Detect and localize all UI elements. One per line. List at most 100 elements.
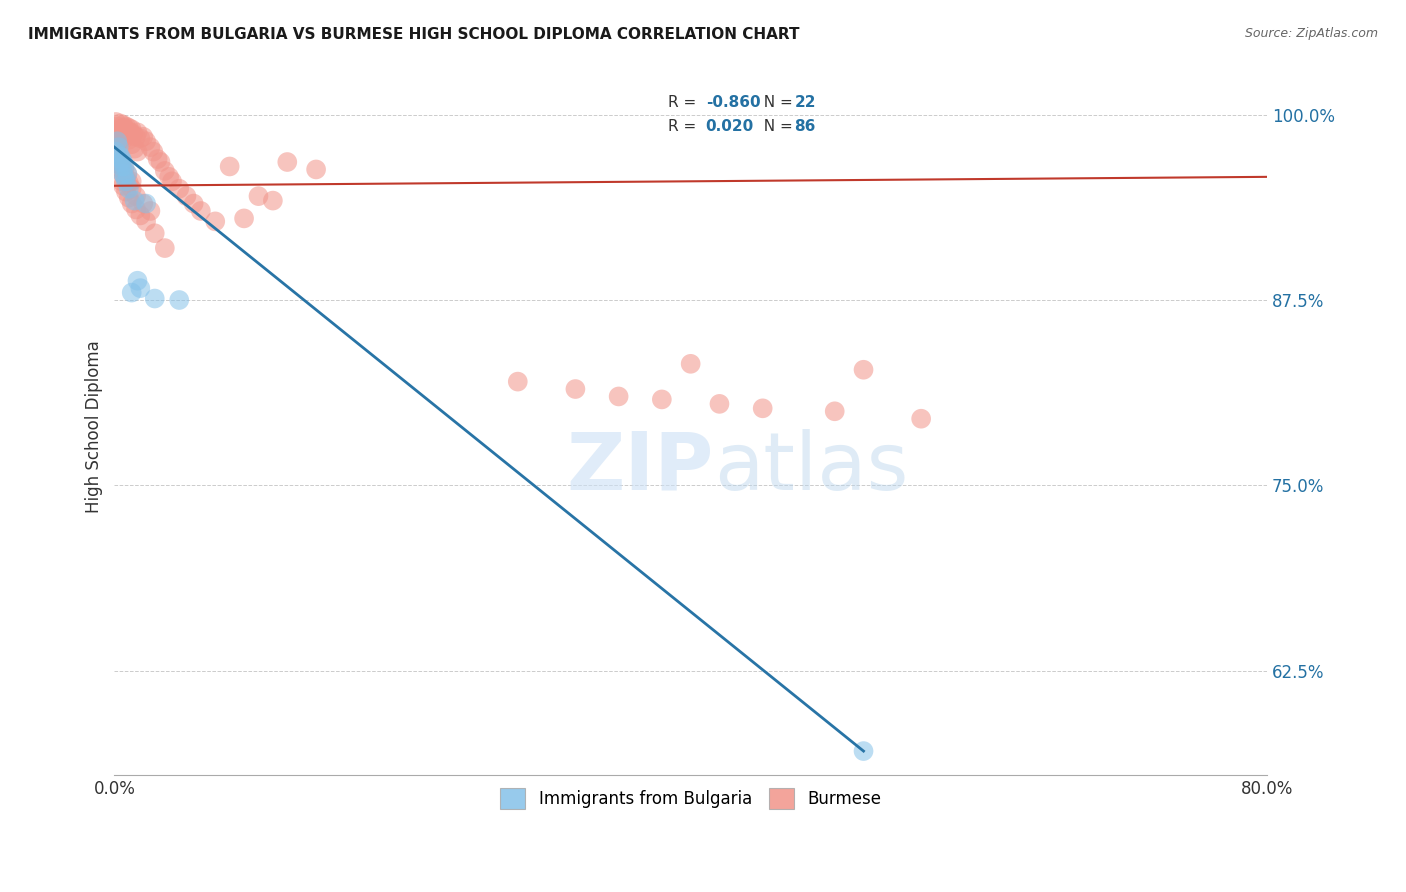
Point	[121, 137, 143, 152]
Point	[107, 155, 129, 169]
Point	[110, 162, 132, 177]
Point	[104, 145, 127, 159]
Point	[149, 155, 172, 169]
Point	[112, 155, 135, 169]
Point	[114, 162, 136, 177]
Point	[824, 404, 846, 418]
Point	[167, 293, 190, 307]
Point	[276, 155, 298, 169]
Point	[129, 131, 152, 145]
Point	[112, 129, 135, 144]
Point	[153, 241, 176, 255]
Point	[121, 285, 143, 300]
Point	[107, 140, 129, 154]
Point	[107, 152, 129, 166]
Point	[910, 411, 932, 425]
Point	[160, 174, 183, 188]
Point	[607, 389, 630, 403]
Point	[114, 120, 136, 135]
Legend: Immigrants from Bulgaria, Burmese: Immigrants from Bulgaria, Burmese	[494, 781, 887, 815]
Text: R =: R =	[668, 120, 700, 135]
Point	[135, 214, 157, 228]
Point	[183, 196, 205, 211]
Point	[110, 160, 132, 174]
Point	[127, 274, 149, 288]
Point	[153, 164, 176, 178]
Point	[143, 226, 166, 240]
Point	[117, 124, 139, 138]
Point	[157, 169, 180, 184]
Point	[108, 158, 131, 172]
Point	[107, 128, 129, 143]
Point	[146, 152, 169, 166]
Point	[204, 214, 226, 228]
Point	[167, 182, 190, 196]
Point	[262, 194, 284, 208]
Point	[124, 142, 146, 156]
Point	[115, 174, 138, 188]
Point	[118, 182, 141, 196]
Text: -0.860: -0.860	[706, 95, 761, 110]
Text: Source: ZipAtlas.com: Source: ZipAtlas.com	[1244, 27, 1378, 40]
Point	[118, 133, 141, 147]
Point	[105, 131, 128, 145]
Point	[104, 115, 127, 129]
Point	[127, 145, 149, 159]
Point	[112, 118, 135, 132]
Point	[125, 129, 148, 144]
Point	[112, 167, 135, 181]
Point	[135, 196, 157, 211]
Point	[139, 140, 162, 154]
Text: atlas: atlas	[714, 429, 908, 507]
Point	[115, 120, 138, 134]
Point	[115, 171, 138, 186]
Point	[114, 160, 136, 174]
Point	[121, 182, 143, 196]
Point	[709, 397, 731, 411]
Point	[132, 196, 155, 211]
Point	[121, 196, 143, 211]
Point	[132, 129, 155, 144]
Point	[118, 120, 141, 135]
Point	[135, 134, 157, 148]
Point	[190, 204, 212, 219]
Point	[117, 167, 139, 181]
Point	[118, 176, 141, 190]
Point	[108, 149, 131, 163]
Point	[218, 160, 240, 174]
Point	[233, 211, 256, 226]
Point	[107, 125, 129, 139]
Point	[124, 194, 146, 208]
Text: R =: R =	[668, 95, 700, 110]
Point	[108, 155, 131, 169]
Point	[129, 209, 152, 223]
Point	[120, 125, 142, 139]
Text: 0.020: 0.020	[706, 120, 754, 135]
Point	[852, 363, 875, 377]
Text: N =: N =	[754, 120, 797, 135]
Point	[108, 116, 131, 130]
Point	[506, 375, 529, 389]
Point	[117, 167, 139, 181]
Point	[139, 204, 162, 219]
Point	[121, 122, 143, 136]
Point	[112, 167, 135, 181]
Text: IMMIGRANTS FROM BULGARIA VS BURMESE HIGH SCHOOL DIPLOMA CORRELATION CHART: IMMIGRANTS FROM BULGARIA VS BURMESE HIGH…	[28, 27, 800, 42]
Point	[114, 131, 136, 145]
Point	[125, 189, 148, 203]
Point	[115, 185, 138, 199]
Point	[110, 152, 132, 166]
Point	[110, 160, 132, 174]
Text: 22: 22	[794, 95, 815, 110]
Point	[305, 162, 328, 177]
Point	[247, 189, 270, 203]
Point	[105, 149, 128, 163]
Text: N =: N =	[754, 95, 797, 110]
Point	[108, 133, 131, 147]
Point	[176, 189, 198, 203]
Point	[143, 292, 166, 306]
Point	[651, 392, 673, 407]
Point	[107, 122, 129, 136]
Y-axis label: High School Diploma: High School Diploma	[86, 340, 103, 513]
Point	[110, 127, 132, 141]
